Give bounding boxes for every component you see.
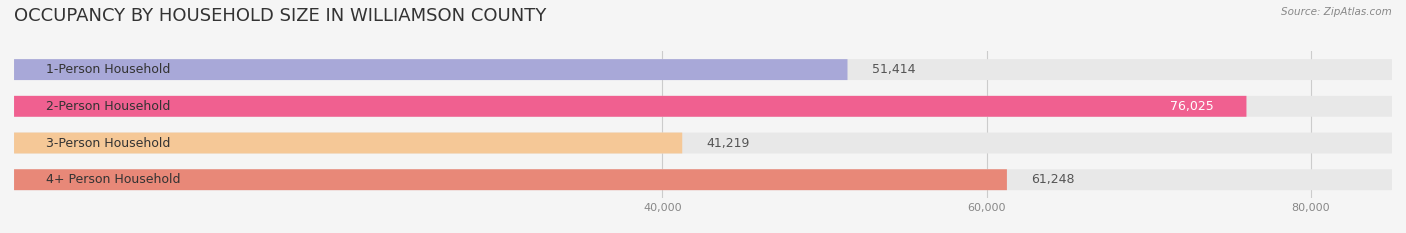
Text: 61,248: 61,248 [1031,173,1074,186]
FancyBboxPatch shape [14,169,1007,190]
Text: Source: ZipAtlas.com: Source: ZipAtlas.com [1281,7,1392,17]
FancyBboxPatch shape [14,169,1392,190]
Text: OCCUPANCY BY HOUSEHOLD SIZE IN WILLIAMSON COUNTY: OCCUPANCY BY HOUSEHOLD SIZE IN WILLIAMSO… [14,7,547,25]
Text: 1-Person Household: 1-Person Household [46,63,172,76]
Text: 3-Person Household: 3-Person Household [46,137,172,150]
Text: 76,025: 76,025 [1170,100,1213,113]
FancyBboxPatch shape [14,133,682,154]
FancyBboxPatch shape [14,96,1247,117]
FancyBboxPatch shape [14,59,848,80]
FancyBboxPatch shape [14,59,1392,80]
FancyBboxPatch shape [14,96,1392,117]
Text: 4+ Person Household: 4+ Person Household [46,173,181,186]
FancyBboxPatch shape [14,133,1392,154]
Text: 41,219: 41,219 [707,137,749,150]
Text: 2-Person Household: 2-Person Household [46,100,172,113]
Text: 51,414: 51,414 [872,63,915,76]
